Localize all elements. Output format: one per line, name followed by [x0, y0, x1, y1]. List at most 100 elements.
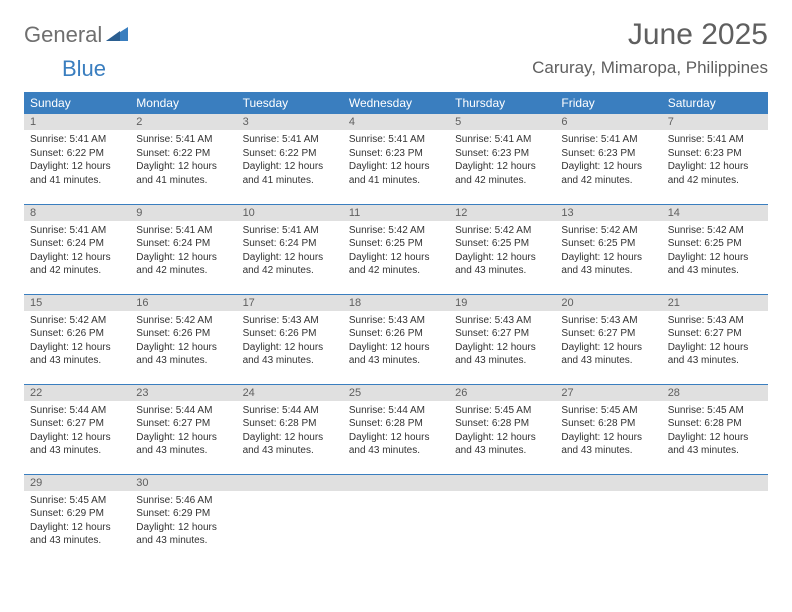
sunset-text: Sunset: 6:22 PM [243, 147, 337, 161]
day-number: 12 [449, 205, 555, 221]
day-cell: 7Sunrise: 5:41 AMSunset: 6:23 PMDaylight… [662, 114, 768, 204]
daylight-text: Daylight: 12 hours and 43 minutes. [668, 341, 762, 368]
day-cell [343, 474, 449, 564]
sunrise-text: Sunrise: 5:42 AM [455, 224, 549, 238]
day-number-strip [662, 475, 768, 491]
sunset-text: Sunset: 6:24 PM [30, 237, 124, 251]
day-cell: 20Sunrise: 5:43 AMSunset: 6:27 PMDayligh… [555, 294, 661, 384]
daylight-text: Daylight: 12 hours and 42 minutes. [243, 251, 337, 278]
sunrise-text: Sunrise: 5:41 AM [668, 133, 762, 147]
day-number: 25 [343, 385, 449, 401]
day-cell: 18Sunrise: 5:43 AMSunset: 6:26 PMDayligh… [343, 294, 449, 384]
sunset-text: Sunset: 6:24 PM [243, 237, 337, 251]
day-body: Sunrise: 5:43 AMSunset: 6:27 PMDaylight:… [449, 311, 555, 372]
day-number: 29 [24, 475, 130, 491]
day-body: Sunrise: 5:42 AMSunset: 6:26 PMDaylight:… [24, 311, 130, 372]
day-cell: 25Sunrise: 5:44 AMSunset: 6:28 PMDayligh… [343, 384, 449, 474]
day-cell: 21 Sunrise: 5:43 AMSunset: 6:27 PMDayligh… [662, 294, 768, 384]
dow-tuesday: Tuesday [237, 92, 343, 114]
day-body: Sunrise: 5:41 AMSunset: 6:22 PMDaylight:… [130, 130, 236, 191]
sunrise-text: Sunrise: 5:42 AM [349, 224, 443, 238]
day-cell: 3Sunrise: 5:41 AMSunset: 6:22 PMDaylight… [237, 114, 343, 204]
sunrise-text: Sunrise: 5:43 AM [668, 314, 762, 328]
daylight-text: Daylight: 12 hours and 43 minutes. [668, 431, 762, 458]
day-body: Sunrise: 5:44 AMSunset: 6:27 PMDaylight:… [24, 401, 130, 462]
day-number: 24 [237, 385, 343, 401]
sunrise-text: Sunrise: 5:41 AM [561, 133, 655, 147]
day-body: Sunrise: 5:43 AMSunset: 6:26 PMDaylight:… [343, 311, 449, 372]
day-number: 26 [449, 385, 555, 401]
day-cell: 2Sunrise: 5:41 AMSunset: 6:22 PMDaylight… [130, 114, 236, 204]
day-body: Sunrise: 5:44 AMSunset: 6:27 PMDaylight:… [130, 401, 236, 462]
sunrise-text: Sunrise: 5:43 AM [561, 314, 655, 328]
day-body: Sunrise: 5:41 AMSunset: 6:24 PMDaylight:… [237, 221, 343, 282]
day-body [237, 491, 343, 551]
day-body: Sunrise: 5:41 AMSunset: 6:23 PMDaylight:… [662, 130, 768, 191]
day-cell: 23Sunrise: 5:44 AMSunset: 6:27 PMDayligh… [130, 384, 236, 474]
day-cell: 16Sunrise: 5:42 AMSunset: 6:26 PMDayligh… [130, 294, 236, 384]
sunrise-text: Sunrise: 5:42 AM [668, 224, 762, 238]
day-body: Sunrise: 5:45 AMSunset: 6:28 PMDaylight:… [449, 401, 555, 462]
daylight-text: Daylight: 12 hours and 42 minutes. [455, 160, 549, 187]
logo-text-blue: Blue [62, 56, 106, 81]
day-cell: 15Sunrise: 5:42 AMSunset: 6:26 PMDayligh… [24, 294, 130, 384]
day-body: Sunrise: 5:41 AMSunset: 6:23 PMDaylight:… [555, 130, 661, 191]
sunset-text: Sunset: 6:23 PM [455, 147, 549, 161]
day-number: 10 [237, 205, 343, 221]
day-number-strip [555, 475, 661, 491]
daylight-text: Daylight: 12 hours and 43 minutes. [30, 431, 124, 458]
day-number: 8 [24, 205, 130, 221]
day-body: Sunrise: 5:45 AMSunset: 6:28 PMDaylight:… [662, 401, 768, 462]
day-body: Sunrise: 5:41 AMSunset: 6:23 PMDaylight:… [449, 130, 555, 191]
daylight-text: Daylight: 12 hours and 43 minutes. [455, 341, 549, 368]
sunset-text: Sunset: 6:24 PM [136, 237, 230, 251]
sunset-text: Sunset: 6:25 PM [561, 237, 655, 251]
daylight-text: Daylight: 12 hours and 43 minutes. [455, 431, 549, 458]
daylight-text: Daylight: 12 hours and 41 minutes. [243, 160, 337, 187]
dow-thursday: Thursday [449, 92, 555, 114]
day-number: 11 [343, 205, 449, 221]
day-number: 21 [662, 295, 768, 311]
daylight-text: Daylight: 12 hours and 41 minutes. [30, 160, 124, 187]
day-body: Sunrise: 5:41 AMSunset: 6:24 PMDaylight:… [130, 221, 236, 282]
day-number: 4 [343, 114, 449, 130]
day-cell [555, 474, 661, 564]
daylight-text: Daylight: 12 hours and 43 minutes. [243, 341, 337, 368]
day-number: 5 [449, 114, 555, 130]
dow-saturday: Saturday [662, 92, 768, 114]
day-body: Sunrise: 5:45 AMSunset: 6:29 PMDaylight:… [24, 491, 130, 552]
sunrise-text: Sunrise: 5:41 AM [243, 133, 337, 147]
sunset-text: Sunset: 6:22 PM [30, 147, 124, 161]
sunset-text: Sunset: 6:27 PM [30, 417, 124, 431]
sunset-text: Sunset: 6:27 PM [668, 327, 762, 341]
daylight-text: Daylight: 12 hours and 43 minutes. [349, 341, 443, 368]
day-cell: 9Sunrise: 5:41 AMSunset: 6:24 PMDaylight… [130, 204, 236, 294]
day-cell: 12Sunrise: 5:42 AMSunset: 6:25 PMDayligh… [449, 204, 555, 294]
daylight-text: Daylight: 12 hours and 42 minutes. [349, 251, 443, 278]
day-number: 17 [237, 295, 343, 311]
sunrise-text: Sunrise: 5:41 AM [243, 224, 337, 238]
day-body: Sunrise: 5:41 AMSunset: 6:24 PMDaylight:… [24, 221, 130, 282]
day-number: 15 [24, 295, 130, 311]
dow-wednesday: Wednesday [343, 92, 449, 114]
daylight-text: Daylight: 12 hours and 42 minutes. [668, 160, 762, 187]
week-row: 8Sunrise: 5:41 AMSunset: 6:24 PMDaylight… [24, 204, 768, 294]
sunset-text: Sunset: 6:28 PM [349, 417, 443, 431]
day-body: Sunrise: 5:43 AMSunset: 6:26 PMDaylight:… [237, 311, 343, 372]
day-number: 27 [555, 385, 661, 401]
day-cell: 19Sunrise: 5:43 AMSunset: 6:27 PMDayligh… [449, 294, 555, 384]
day-number-strip [237, 475, 343, 491]
sunrise-text: Sunrise: 5:42 AM [136, 314, 230, 328]
day-number: 19 [449, 295, 555, 311]
day-body [343, 491, 449, 551]
day-body: Sunrise: 5:41 AMSunset: 6:22 PMDaylight:… [237, 130, 343, 191]
week-row: 15Sunrise: 5:42 AMSunset: 6:26 PMDayligh… [24, 294, 768, 384]
day-cell: 10Sunrise: 5:41 AMSunset: 6:24 PMDayligh… [237, 204, 343, 294]
daylight-text: Daylight: 12 hours and 43 minutes. [30, 521, 124, 548]
day-cell: 27Sunrise: 5:45 AMSunset: 6:28 PMDayligh… [555, 384, 661, 474]
sunset-text: Sunset: 6:26 PM [136, 327, 230, 341]
sunset-text: Sunset: 6:25 PM [349, 237, 443, 251]
day-body: Sunrise: 5:42 AMSunset: 6:25 PMDaylight:… [555, 221, 661, 282]
day-cell: 29Sunrise: 5:45 AMSunset: 6:29 PMDayligh… [24, 474, 130, 564]
day-number: 1 [24, 114, 130, 130]
